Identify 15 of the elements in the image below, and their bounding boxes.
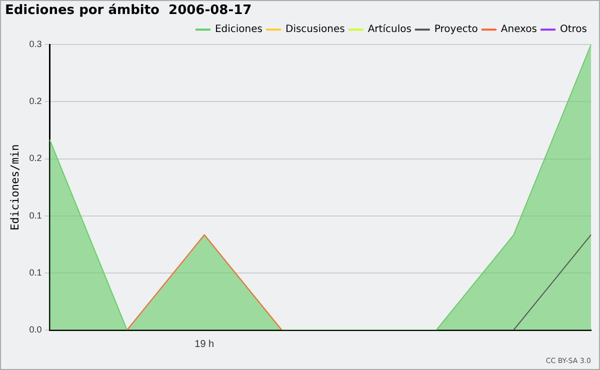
y-tick-label: 0.0 bbox=[29, 324, 42, 334]
y-tick-label: 0.2 bbox=[29, 96, 42, 106]
legend-label: Ediciones bbox=[214, 24, 263, 36]
y-tick-label: 0.2 bbox=[29, 153, 42, 164]
legend-label: Proyecto bbox=[434, 24, 478, 36]
legend-label: Discusiones bbox=[286, 24, 345, 36]
chart-title: Ediciones por ámbito 2006-08-17 bbox=[5, 3, 252, 18]
y-tick-label: 0.1 bbox=[29, 210, 42, 220]
y-tick-label: 0.3 bbox=[29, 39, 42, 50]
x-tick-label: 19 h bbox=[194, 338, 214, 350]
legend-label: Artículos bbox=[368, 24, 412, 36]
legend-label: Anexos bbox=[500, 24, 537, 36]
legend-label: Otros bbox=[560, 24, 588, 36]
y-tick-label: 0.1 bbox=[29, 267, 42, 278]
y-axis-title: Ediciones/min bbox=[8, 144, 22, 230]
